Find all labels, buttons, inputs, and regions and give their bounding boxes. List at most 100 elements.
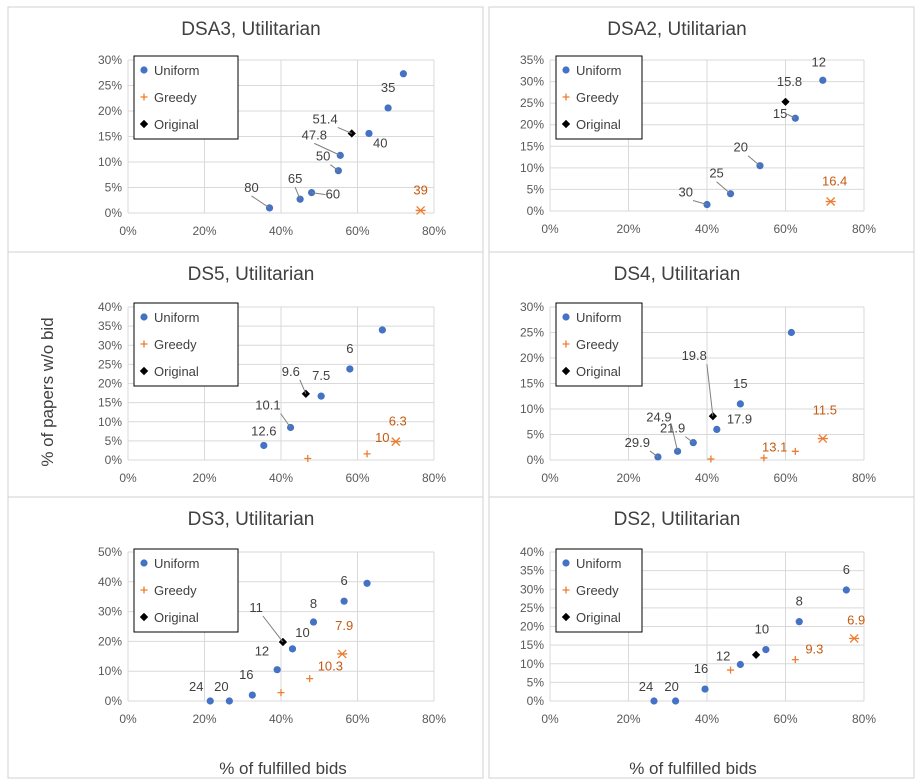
legend-marker-uniform (562, 66, 570, 74)
point-label: 13.1 (762, 439, 787, 454)
point-label: 80 (244, 180, 258, 195)
point-label: 15 (733, 376, 747, 391)
chart-title: DS5, Utilitarian (188, 264, 315, 285)
uniform-point (672, 697, 680, 705)
legend-marker-uniform (562, 559, 570, 567)
greedy-point (791, 447, 799, 455)
greedy-point (306, 675, 314, 683)
chart-title: DSA3, Utilitarian (181, 19, 320, 40)
point-label: 15.8 (777, 74, 802, 89)
chart-title: DS3, Utilitarian (188, 509, 315, 530)
legend-marker-greedy (562, 93, 570, 101)
greedy-point (363, 450, 371, 458)
uniform-point (248, 691, 256, 699)
legend-label-uniform: Uniform (576, 556, 622, 571)
y-tick-label: 10% (98, 664, 122, 678)
uniform-point (288, 645, 297, 653)
x-tick-label: 60% (773, 471, 797, 485)
label-leader-line (787, 113, 796, 119)
point-label: 9.6 (282, 364, 300, 379)
label-leader-line (671, 425, 679, 452)
legend-marker-greedy (140, 340, 148, 348)
point-label: 40 (373, 135, 387, 150)
chart-panel-4: DS4, Utilitarian 0% 5% 10% 15% 20% 25% 30% 0% 20%… (488, 251, 915, 498)
point-label: 10 (755, 622, 769, 637)
greedy-point (791, 656, 799, 664)
y-tick-label: 15% (98, 130, 122, 144)
y-tick-label: 20% (98, 377, 122, 391)
x-tick-label: 20% (616, 471, 640, 485)
legend-box (133, 302, 239, 387)
point-label: 17.9 (727, 411, 752, 426)
x-tick-label: 60% (345, 712, 369, 726)
original-point (750, 648, 762, 661)
legend-label-original: Original (576, 364, 621, 379)
chart-title: DS4, Utilitarian (614, 264, 741, 285)
y-tick-label: 0% (527, 204, 545, 218)
x-tick-label: 80% (852, 712, 876, 726)
legend-marker-original (138, 118, 150, 130)
y-tick-label: 35% (520, 53, 544, 67)
legend-marker-original (560, 118, 572, 130)
point-label: 12 (255, 644, 269, 659)
x-axis-title-left: % of fulfilled bids (219, 759, 347, 778)
legend: Uniform Greedy Original (133, 55, 239, 140)
uniform-point (795, 618, 803, 626)
point-label: 8 (796, 594, 803, 609)
point-label: 21.9 (660, 421, 685, 436)
y-tick-label: 10% (520, 161, 544, 175)
legend-label-uniform: Uniform (154, 310, 200, 325)
point-label: 8 (310, 596, 317, 611)
uniform-point (842, 586, 850, 594)
y-tick-label: 40% (98, 300, 122, 314)
y-axis-title: % of papers w/o bid (38, 317, 57, 466)
uniform-point (650, 697, 658, 705)
y-tick-label: 5% (105, 434, 123, 448)
x-tick-label: 20% (192, 224, 216, 238)
x-tick-label: 20% (616, 222, 640, 236)
y-tick-label: 30% (98, 605, 122, 619)
point-label: 12 (812, 54, 826, 69)
y-tick-label: 5% (527, 428, 545, 442)
point-label: 16.4 (822, 174, 847, 189)
y-tick-label: 20% (98, 104, 122, 118)
point-label: 12.6 (251, 423, 276, 438)
x-tick-label: 80% (852, 222, 876, 236)
x-tick-label: 60% (345, 224, 369, 238)
point-label: 20 (734, 140, 748, 155)
label-leader-line (706, 364, 714, 417)
point-label: 10.3 (318, 659, 343, 674)
label-leader-line (747, 155, 761, 167)
y-tick-label: 0% (105, 453, 123, 467)
greedy-point (760, 454, 768, 462)
uniform-point (340, 597, 348, 605)
legend-label-original: Original (154, 117, 199, 132)
greedy-star-marker (415, 205, 426, 215)
chart-panel-1: DSA3, Utilitarian 0% 5% 10% 15% 20% 25% 30% 0% 20… (7, 6, 484, 253)
y-tick-label: 25% (98, 357, 122, 371)
point-label: 10 (375, 430, 389, 445)
legend-marker-original (138, 365, 150, 377)
y-tick-label: 35% (520, 564, 544, 578)
point-label: 6 (340, 573, 347, 588)
x-tick-label: 20% (192, 712, 216, 726)
uniform-point (713, 425, 721, 433)
x-tick-label: 40% (269, 224, 293, 238)
greedy-point (707, 455, 715, 463)
point-label: 39 (413, 182, 427, 197)
label-leader-line (280, 413, 291, 428)
legend-label-uniform: Uniform (576, 63, 622, 78)
uniform-point (363, 579, 371, 587)
point-label: 65 (288, 171, 302, 186)
y-tick-label: 30% (98, 338, 122, 352)
point-label: 50 (316, 149, 330, 164)
x-tick-label: 80% (422, 224, 446, 238)
legend-label-original: Original (154, 364, 199, 379)
y-tick-label: 0% (105, 206, 123, 220)
uniform-point (689, 439, 697, 447)
legend-marker-greedy (562, 340, 570, 348)
label-leader-line (251, 195, 270, 209)
point-label: 10.1 (255, 397, 280, 412)
legend-label-greedy: Greedy (154, 337, 197, 352)
